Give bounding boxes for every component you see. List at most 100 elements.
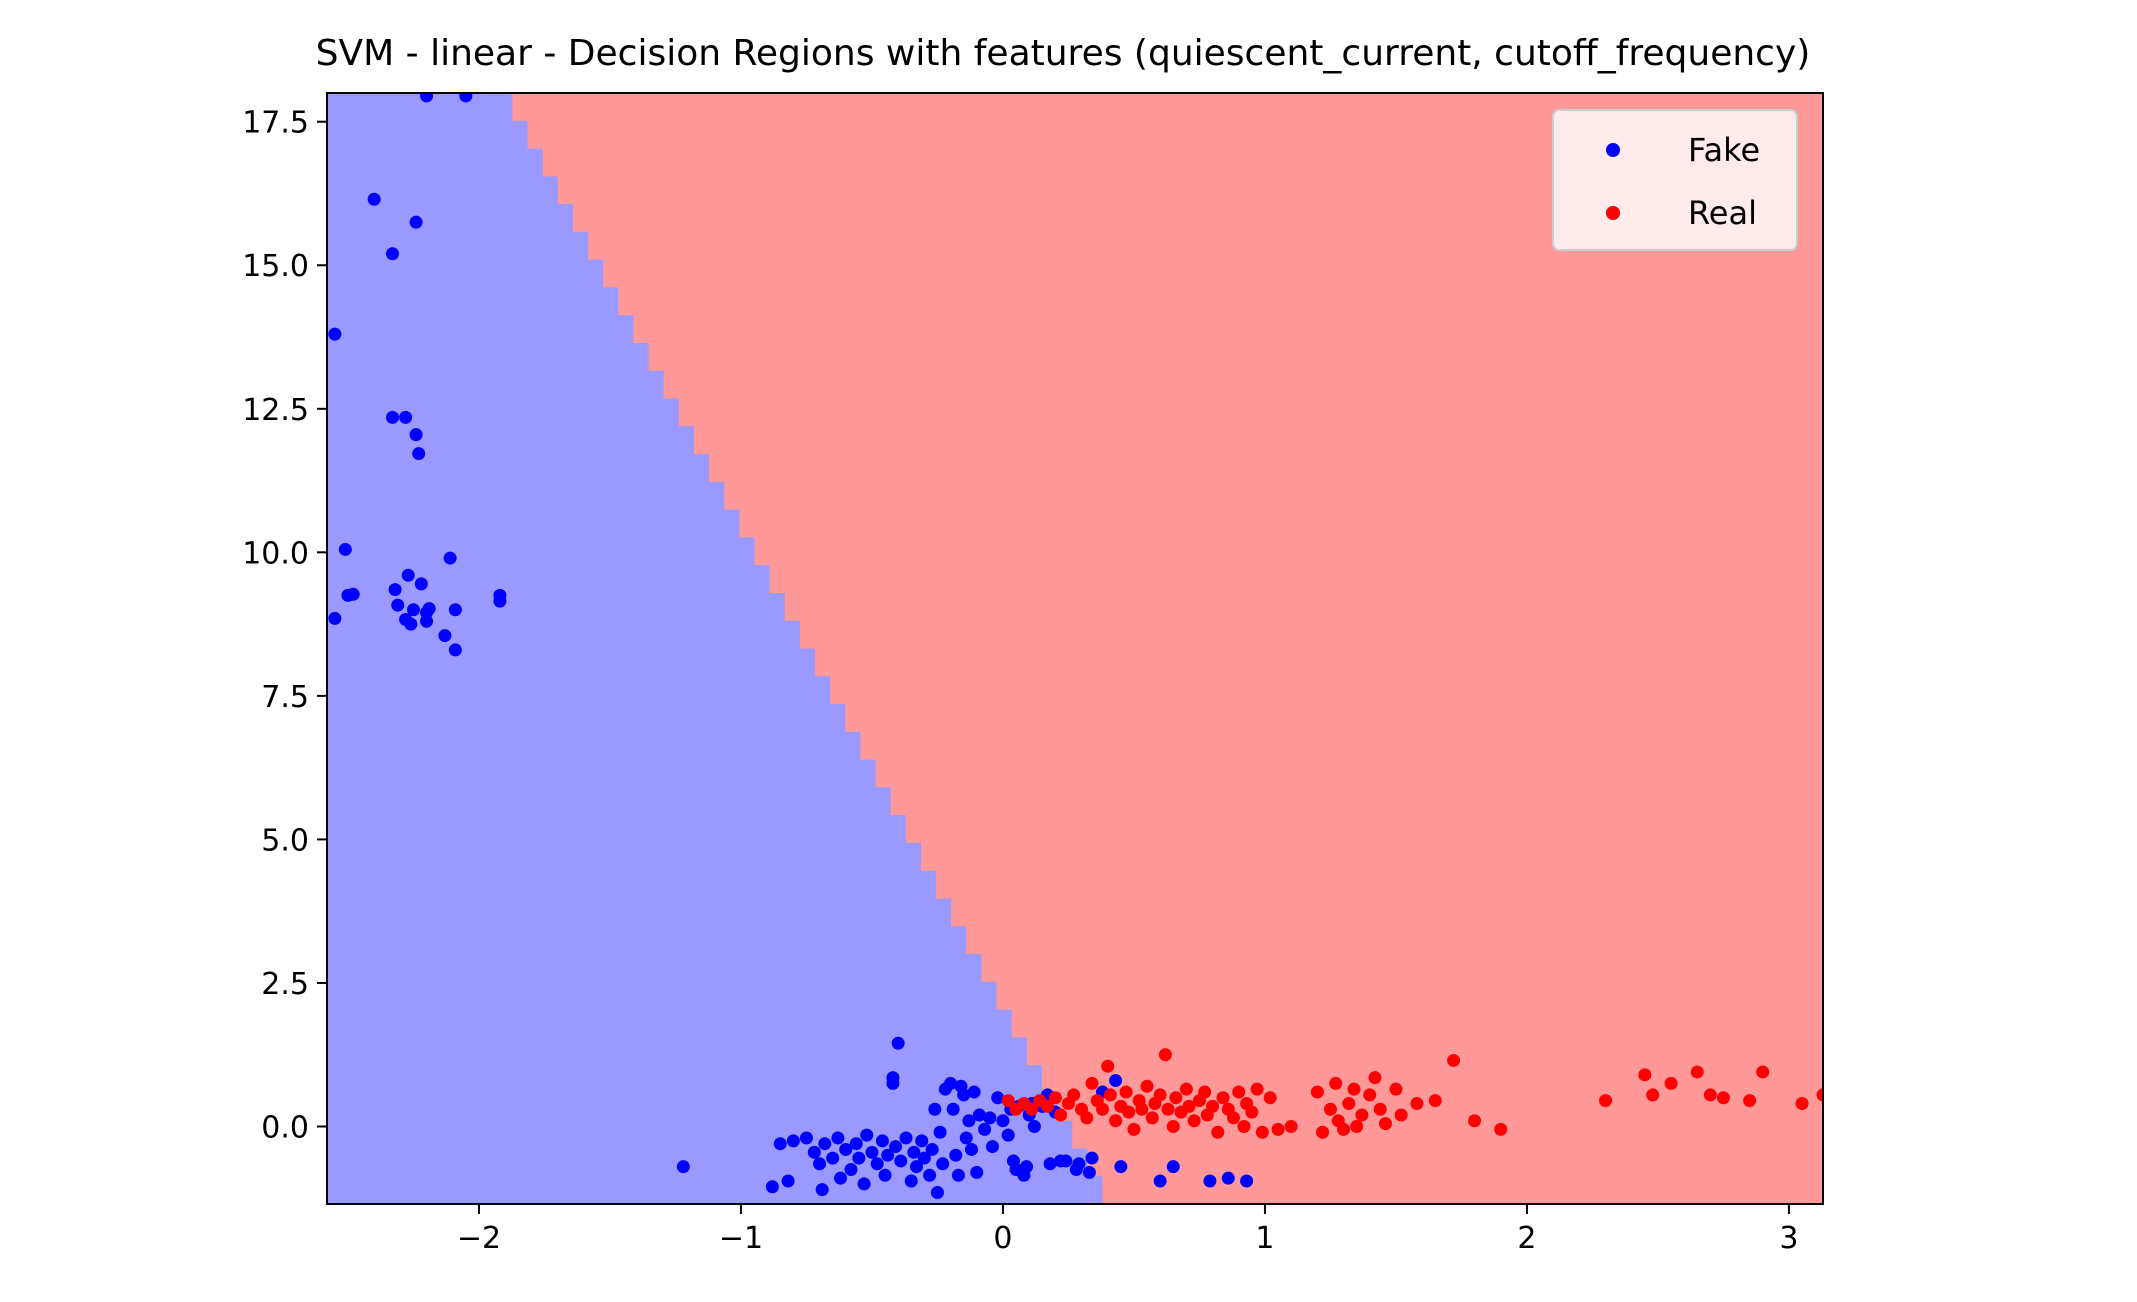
point-real bbox=[1447, 1053, 1461, 1067]
chart-title: SVM - linear - Decision Regions with fea… bbox=[316, 33, 1811, 74]
point-fake bbox=[765, 1180, 779, 1194]
y-tick-label: 15.0 bbox=[242, 249, 309, 284]
x-tick-label: −2 bbox=[457, 1221, 501, 1256]
plot-frame bbox=[326, 92, 1824, 1205]
point-fake bbox=[1043, 1157, 1057, 1171]
point-fake bbox=[881, 1148, 895, 1162]
point-fake bbox=[385, 247, 399, 261]
point-fake bbox=[852, 1151, 866, 1165]
point-real bbox=[1040, 1099, 1054, 1113]
point-fake bbox=[915, 1134, 929, 1148]
point-real bbox=[1468, 1114, 1482, 1128]
point-real bbox=[1368, 1071, 1382, 1085]
point-real bbox=[1101, 1059, 1115, 1073]
point-fake bbox=[493, 594, 507, 608]
point-real bbox=[1410, 1097, 1424, 1111]
point-fake bbox=[815, 1183, 829, 1197]
point-fake bbox=[923, 1168, 937, 1182]
point-fake bbox=[870, 1157, 884, 1171]
point-fake bbox=[409, 428, 423, 442]
point-fake bbox=[1114, 1160, 1128, 1174]
y-tick-label: 2.5 bbox=[261, 967, 309, 1002]
point-fake bbox=[978, 1122, 992, 1136]
point-fake bbox=[930, 1186, 944, 1200]
point-fake bbox=[904, 1174, 918, 1188]
point-real bbox=[1025, 1102, 1039, 1116]
point-real bbox=[1355, 1108, 1369, 1122]
point-fake bbox=[899, 1131, 913, 1145]
point-fake bbox=[818, 1137, 832, 1151]
point-real bbox=[1638, 1068, 1652, 1082]
point-real bbox=[1109, 1114, 1123, 1128]
point-real bbox=[1394, 1108, 1408, 1122]
point-real bbox=[1216, 1091, 1230, 1105]
point-real bbox=[1316, 1125, 1330, 1139]
point-fake bbox=[420, 93, 434, 103]
point-fake bbox=[844, 1163, 858, 1177]
point-fake bbox=[409, 215, 423, 229]
point-fake bbox=[949, 1148, 963, 1162]
point-fake bbox=[951, 1168, 965, 1182]
point-fake bbox=[865, 1145, 879, 1159]
point-real bbox=[1054, 1108, 1068, 1122]
point-fake bbox=[1109, 1074, 1123, 1088]
y-tick-label: 0.0 bbox=[261, 1110, 309, 1145]
point-fake bbox=[831, 1131, 845, 1145]
point-real bbox=[1179, 1082, 1193, 1096]
point-real bbox=[1119, 1085, 1133, 1099]
point-fake bbox=[443, 551, 457, 565]
point-fake bbox=[907, 1145, 921, 1159]
y-tick-label: 12.5 bbox=[242, 393, 309, 428]
point-real bbox=[1127, 1122, 1141, 1136]
point-real bbox=[1048, 1091, 1062, 1105]
point-fake bbox=[972, 1108, 986, 1122]
x-tick-label: 2 bbox=[1517, 1221, 1536, 1256]
point-real bbox=[1389, 1082, 1403, 1096]
point-fake bbox=[839, 1142, 853, 1156]
point-fake bbox=[438, 629, 452, 643]
x-tick-label: 0 bbox=[993, 1221, 1012, 1256]
legend-box bbox=[1552, 109, 1798, 251]
point-real bbox=[1145, 1111, 1159, 1125]
point-fake bbox=[1221, 1171, 1235, 1185]
point-real bbox=[1373, 1102, 1387, 1116]
point-real bbox=[1795, 1097, 1809, 1111]
point-fake bbox=[962, 1114, 976, 1128]
point-fake bbox=[1240, 1174, 1254, 1188]
point-real bbox=[1158, 1048, 1172, 1062]
point-real bbox=[1337, 1122, 1351, 1136]
point-real bbox=[1135, 1102, 1149, 1116]
point-fake bbox=[807, 1145, 821, 1159]
point-real bbox=[1716, 1091, 1730, 1105]
point-fake bbox=[834, 1171, 848, 1185]
legend-label-fake: Fake bbox=[1688, 131, 1760, 169]
point-fake bbox=[338, 542, 352, 556]
point-real bbox=[1599, 1094, 1613, 1108]
point-fake bbox=[406, 603, 420, 617]
point-fake bbox=[420, 614, 434, 628]
point-fake bbox=[875, 1134, 889, 1148]
point-fake bbox=[388, 583, 402, 597]
point-real bbox=[1255, 1125, 1269, 1139]
region-fake bbox=[327, 93, 1103, 1204]
point-real bbox=[1363, 1088, 1377, 1102]
point-real bbox=[1182, 1099, 1196, 1113]
point-fake bbox=[936, 1157, 950, 1171]
point-fake bbox=[996, 1114, 1010, 1128]
point-real bbox=[1646, 1088, 1660, 1102]
x-tick-label: 1 bbox=[1255, 1221, 1274, 1256]
point-real bbox=[1085, 1076, 1099, 1090]
point-fake bbox=[957, 1088, 971, 1102]
point-fake bbox=[970, 1165, 984, 1179]
point-fake bbox=[959, 1131, 973, 1145]
point-real bbox=[1103, 1088, 1117, 1102]
point-fake bbox=[385, 410, 399, 424]
point-real bbox=[1756, 1065, 1770, 1079]
point-real bbox=[1323, 1102, 1337, 1116]
point-real bbox=[1211, 1125, 1225, 1139]
point-fake bbox=[1166, 1160, 1180, 1174]
point-fake bbox=[328, 327, 342, 341]
point-fake bbox=[799, 1131, 813, 1145]
point-real bbox=[1140, 1079, 1154, 1093]
point-real bbox=[1263, 1091, 1277, 1105]
